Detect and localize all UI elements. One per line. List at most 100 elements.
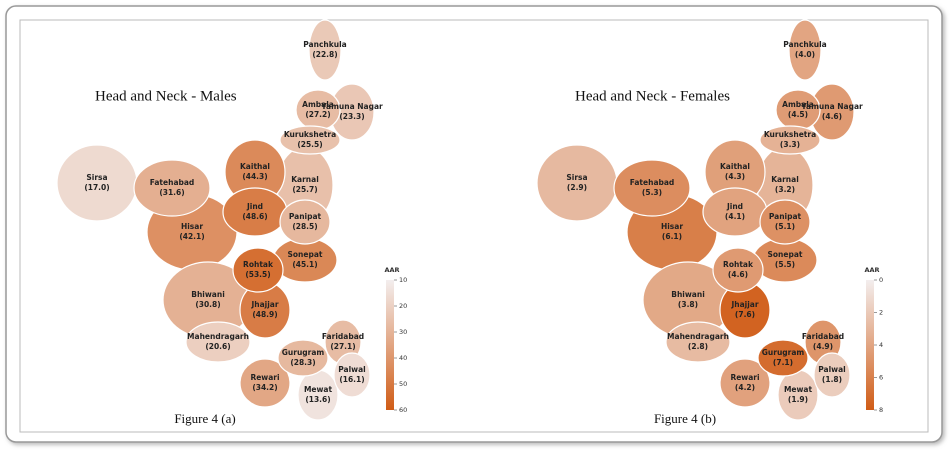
district-region — [613, 159, 691, 217]
district-name: Panchkula — [783, 40, 826, 49]
district-name: Panipat — [289, 212, 322, 221]
district-name: Jhajjar — [730, 300, 758, 309]
district-value: (3.3) — [780, 140, 800, 149]
district-value: (2.9) — [567, 183, 587, 192]
district-value: (34.2) — [252, 383, 277, 392]
district-value: (13.6) — [305, 395, 330, 404]
tick-label: 30 — [399, 328, 407, 336]
district-name: Gurugram — [762, 348, 805, 357]
district-name: Rohtak — [723, 260, 754, 269]
district-name: Mewat — [784, 385, 813, 394]
district-name: Kaithal — [240, 162, 270, 171]
district-name: Faridabad — [322, 332, 364, 341]
tick-label: 0 — [879, 276, 883, 284]
district-name: Ambala — [302, 100, 334, 109]
map-title: Head and Neck - Males — [95, 88, 237, 104]
district-value: (42.1) — [179, 232, 204, 241]
district-value: (20.6) — [205, 342, 230, 351]
tick-label: 4 — [879, 341, 883, 349]
district-region — [232, 247, 284, 293]
district-value: (4.0) — [795, 50, 815, 59]
district-region — [759, 125, 821, 155]
district-value: (1.9) — [788, 395, 808, 404]
district-name: Mewat — [304, 385, 333, 394]
tick-label: 2 — [879, 309, 883, 317]
legend-label: AAR — [384, 266, 399, 274]
district-region — [719, 358, 771, 408]
district-name: Sirsa — [566, 173, 587, 182]
district-name: Fatehabad — [630, 178, 675, 187]
figure-caption: Figure 4 (a) — [174, 411, 235, 426]
district-value: (5.5) — [775, 260, 795, 269]
district-name: Fatehabad — [150, 178, 195, 187]
district-name: Bhiwani — [671, 290, 705, 299]
district-name: Panchkula — [303, 40, 346, 49]
tick-label: 60 — [399, 406, 407, 414]
inner-frame — [19, 19, 929, 433]
district-region — [279, 125, 341, 155]
tick-label: 40 — [399, 354, 407, 362]
tick-label: 8 — [879, 406, 883, 414]
district-name: Sirsa — [86, 173, 107, 182]
district-name: Kurukshetra — [284, 130, 336, 139]
district-value: (17.0) — [84, 183, 109, 192]
district-value: (22.8) — [312, 50, 337, 59]
district-value: (1.8) — [822, 375, 842, 384]
district-name: Palwal — [338, 365, 366, 374]
district-value: (4.6) — [822, 112, 842, 121]
district-region — [185, 321, 251, 363]
district-region — [279, 199, 331, 245]
district-name: Bhiwani — [191, 290, 225, 299]
district-name: Karnal — [771, 175, 799, 184]
district-value: (7.6) — [735, 310, 755, 319]
map-title: Head and Neck - Females — [575, 88, 730, 104]
district-value: (6.1) — [662, 232, 682, 241]
color-bar — [386, 280, 394, 410]
district-name: Ambala — [782, 100, 814, 109]
district-value: (44.3) — [242, 172, 267, 181]
district-value: (3.8) — [678, 300, 698, 309]
district-name: Rewari — [250, 373, 279, 382]
district-value: (28.3) — [290, 358, 315, 367]
district-region — [813, 352, 851, 398]
district-name: Yamuna Nagar — [800, 102, 863, 111]
district-name: Hisar — [661, 222, 683, 231]
map — [536, 19, 855, 421]
district-name: Karnal — [291, 175, 319, 184]
district-name: Sonepat — [768, 250, 803, 259]
district-name: Jhajjar — [250, 300, 278, 309]
district-name: Rohtak — [243, 260, 274, 269]
district-value: (48.6) — [242, 212, 267, 221]
district-name: Sonepat — [288, 250, 323, 259]
district-value: (5.1) — [775, 222, 795, 231]
district-value: (2.8) — [688, 342, 708, 351]
district-value: (4.1) — [725, 212, 745, 221]
district-name: Mahendragarh — [187, 332, 249, 341]
district-value: (7.1) — [773, 358, 793, 367]
district-value: (27.2) — [305, 110, 330, 119]
district-region — [712, 247, 764, 293]
district-value: (48.9) — [252, 310, 277, 319]
district-name: Rewari — [730, 373, 759, 382]
district-name: Kurukshetra — [764, 130, 816, 139]
district-value: (28.5) — [292, 222, 317, 231]
district-name: Kaithal — [720, 162, 750, 171]
district-value: (16.1) — [339, 375, 364, 384]
district-name: Mahendragarh — [667, 332, 729, 341]
district-value: (25.7) — [292, 185, 317, 194]
district-value: (4.3) — [725, 172, 745, 181]
district-region — [277, 339, 329, 377]
district-value: (4.5) — [788, 110, 808, 119]
district-value: (3.2) — [775, 185, 795, 194]
district-region — [788, 19, 822, 81]
district-value: (27.1) — [330, 342, 355, 351]
district-value: (53.5) — [245, 270, 270, 279]
district-region — [333, 352, 371, 398]
district-value: (25.5) — [297, 140, 322, 149]
district-value: (4.2) — [735, 383, 755, 392]
district-name: Hisar — [181, 222, 203, 231]
district-region — [757, 339, 809, 377]
district-name: Jind — [726, 202, 743, 211]
